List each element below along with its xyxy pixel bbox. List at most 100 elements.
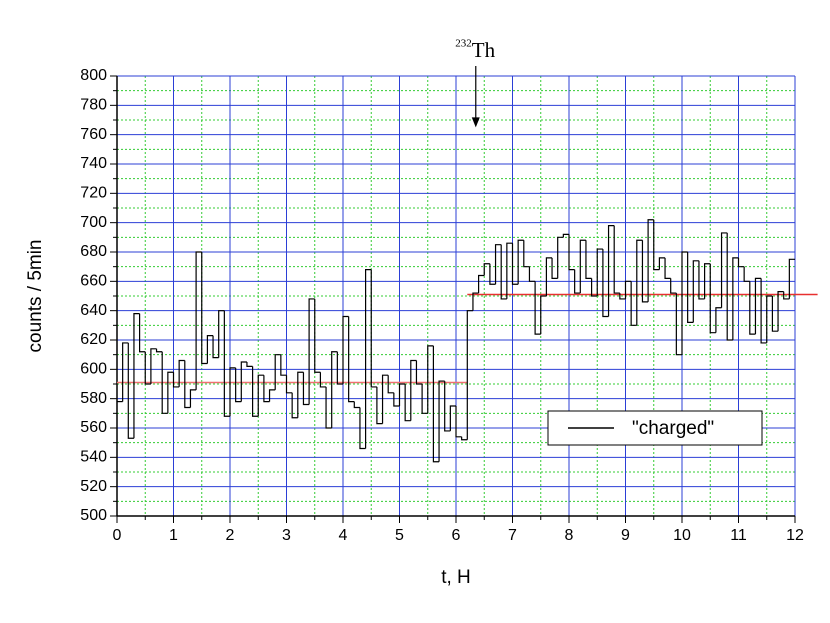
step-segment — [144, 351, 151, 385]
y-tick-label: 600 — [80, 361, 107, 378]
step-segment — [274, 354, 281, 390]
step-segment — [449, 405, 456, 431]
y-tick-label: 720 — [80, 185, 107, 202]
step-segment — [653, 219, 660, 271]
x-tick-label: 0 — [113, 527, 122, 544]
step-segment — [376, 386, 383, 425]
step-segment — [766, 295, 773, 343]
step-segment — [619, 293, 626, 300]
step-segment — [393, 392, 400, 407]
x-tick-label: 4 — [339, 527, 348, 544]
step-segment — [647, 219, 654, 302]
step-segment — [557, 236, 564, 279]
step-segment — [591, 278, 598, 297]
annotation-superscript: 232 — [455, 38, 472, 50]
step-segment — [387, 375, 394, 394]
step-segment — [308, 298, 315, 405]
step-segment — [692, 260, 699, 323]
step-segment — [732, 257, 739, 340]
step-segment — [342, 315, 349, 384]
step-segment — [206, 335, 214, 364]
step-segment — [212, 335, 219, 359]
x-tick-label: 9 — [621, 527, 630, 544]
step-segment — [444, 381, 451, 432]
step-segment — [348, 316, 355, 403]
step-segment — [257, 374, 264, 417]
step-segment — [381, 374, 389, 424]
y-tick-label: 500 — [80, 507, 107, 524]
y-tick-label: 640 — [80, 302, 107, 319]
step-segment — [681, 251, 688, 355]
x-axis-label: t, H — [441, 567, 471, 588]
x-tick-label: 2 — [226, 527, 235, 544]
step-segment — [178, 359, 185, 387]
step-segment — [297, 371, 304, 418]
step-segment — [139, 313, 146, 353]
step-segment — [150, 348, 157, 384]
y-tick-label: 620 — [80, 331, 107, 348]
step-segment — [613, 225, 620, 294]
step-segment — [602, 249, 609, 318]
step-segment — [189, 389, 197, 408]
step-segment — [398, 383, 406, 406]
step-segment — [331, 351, 338, 428]
step-segment — [240, 361, 247, 402]
step-segment — [438, 380, 445, 462]
y-tick-label: 580 — [80, 390, 107, 407]
step-segment — [478, 274, 485, 294]
step-segment — [432, 345, 440, 463]
step-segment — [551, 257, 558, 279]
step-segment — [500, 244, 507, 300]
step-segment — [760, 278, 767, 344]
step-segment — [133, 313, 140, 439]
step-segment — [336, 351, 343, 385]
y-tick-label: 560 — [80, 419, 107, 436]
y-tick-label: 800 — [80, 67, 107, 84]
step-segment — [720, 232, 728, 308]
step-segment — [788, 258, 795, 299]
step-segment — [607, 225, 615, 317]
step-segment — [280, 354, 287, 376]
step-segment — [167, 371, 174, 414]
step-segment — [715, 307, 722, 333]
step-segment — [579, 239, 586, 294]
step-segment — [749, 281, 756, 335]
y-tick-label: 680 — [80, 243, 107, 260]
step-segment — [664, 257, 671, 279]
step-segment — [624, 280, 632, 299]
step-segment — [540, 295, 547, 335]
y-tick-label: 760 — [80, 126, 107, 143]
step-segment — [421, 384, 428, 414]
step-segment — [596, 248, 603, 296]
step-segment — [641, 240, 649, 303]
step-segment — [783, 291, 790, 300]
x-tick-label: 3 — [282, 527, 291, 544]
step-segment — [415, 360, 423, 385]
step-segment — [314, 298, 321, 373]
y-tick-label: 780 — [80, 97, 107, 114]
step-segment — [268, 389, 276, 402]
step-segment — [127, 342, 134, 439]
step-segment — [161, 351, 168, 414]
step-segment — [483, 263, 490, 276]
step-segment — [777, 291, 784, 332]
legend-label: "charged" — [632, 418, 714, 439]
y-tick-label: 700 — [80, 214, 107, 231]
step-segment — [246, 362, 253, 367]
step-segment — [630, 281, 637, 326]
step-segment — [229, 367, 236, 417]
step-segment — [455, 406, 462, 438]
x-tick-label: 8 — [565, 527, 574, 544]
step-segment — [771, 296, 779, 332]
step-segment — [370, 269, 377, 388]
x-tick-label: 7 — [508, 527, 517, 544]
step-segment — [404, 384, 411, 422]
step-segment — [302, 372, 310, 406]
step-segment — [319, 372, 327, 388]
step-segment — [172, 372, 180, 388]
x-tick-label: 1 — [169, 527, 178, 544]
step-segment — [511, 243, 519, 285]
step-segment — [353, 401, 360, 409]
step-segment — [489, 263, 496, 285]
